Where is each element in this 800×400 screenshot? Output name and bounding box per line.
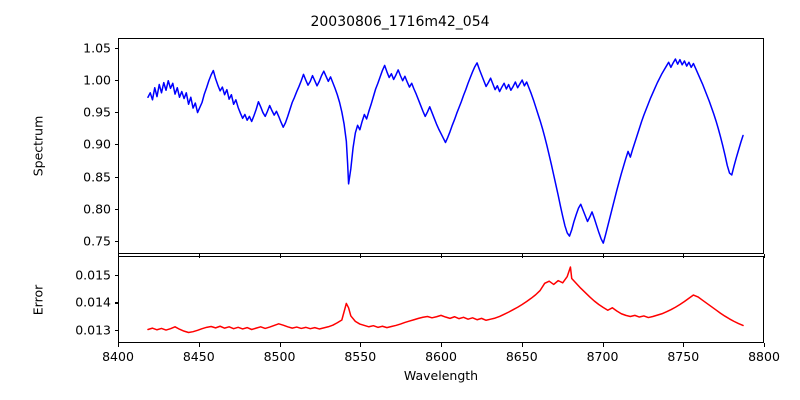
y-tick-mark [114, 240, 118, 242]
x-tick-label: 8750 [667, 349, 700, 364]
x-tick-mark [441, 343, 443, 347]
y-tick-label: 0.75 [83, 233, 111, 249]
y-tick-mark [114, 302, 118, 304]
y-tick-label: 0.85 [83, 169, 111, 185]
y-tick-mark [114, 80, 118, 82]
y-tick-label: 1.00 [83, 72, 111, 88]
x-tick-label: 8650 [505, 349, 538, 364]
x-tick-mark [279, 343, 281, 347]
x-tick-mark [521, 343, 523, 347]
y-tick-mark [114, 330, 118, 332]
y-tick-mark [114, 208, 118, 210]
spectrum-y-axis-label: Spectrum [30, 115, 46, 177]
error-y-axis-label: Error [30, 284, 46, 316]
error-plot-panel [118, 256, 764, 343]
spectrum-plot-panel [118, 38, 764, 254]
x-tick-mark [683, 254, 685, 258]
x-tick-mark [198, 254, 200, 258]
x-tick-mark [521, 254, 523, 258]
y-tick-label: 0.80 [83, 201, 111, 217]
y-tick-mark [114, 144, 118, 146]
error-curve-canvas [119, 257, 763, 342]
y-tick-mark [114, 112, 118, 114]
y-tick-mark [114, 176, 118, 178]
spectrum-curve-canvas [119, 39, 763, 253]
figure-title: 20030806_1716m42_054 [310, 14, 490, 30]
x-tick-label: 8550 [344, 349, 377, 364]
x-tick-mark [279, 254, 281, 258]
x-tick-label: 8500 [263, 349, 296, 364]
x-tick-mark [602, 254, 604, 258]
x-tick-mark [360, 343, 362, 347]
x-tick-label: 8600 [425, 349, 457, 364]
x-tick-label: 8700 [586, 349, 619, 364]
x-tick-mark [441, 254, 443, 258]
x-tick-mark [602, 343, 604, 347]
x-tick-mark [683, 343, 685, 347]
spectrum-data-line [148, 59, 743, 243]
y-tick-mark [114, 274, 118, 276]
y-tick-label: 0.013 [75, 322, 111, 338]
y-tick-label: 0.014 [75, 294, 111, 310]
y-tick-label: 0.015 [75, 267, 111, 283]
x-tick-label: 8400 [102, 349, 134, 364]
x-tick-mark [764, 254, 766, 258]
x-tick-mark [764, 343, 766, 347]
x-tick-label: 8450 [182, 349, 215, 364]
error-data-line [148, 267, 743, 332]
x-tick-mark [118, 343, 120, 347]
y-tick-label: 1.05 [83, 40, 111, 56]
y-tick-mark [114, 47, 118, 50]
x-tick-mark [360, 254, 362, 258]
x-tick-label: 8800 [748, 349, 780, 364]
x-axis-label: Wavelength [403, 368, 479, 383]
x-tick-mark [198, 343, 200, 347]
y-tick-label: 0.90 [83, 136, 111, 152]
y-tick-label: 0.95 [83, 104, 111, 120]
x-tick-mark [118, 254, 120, 258]
